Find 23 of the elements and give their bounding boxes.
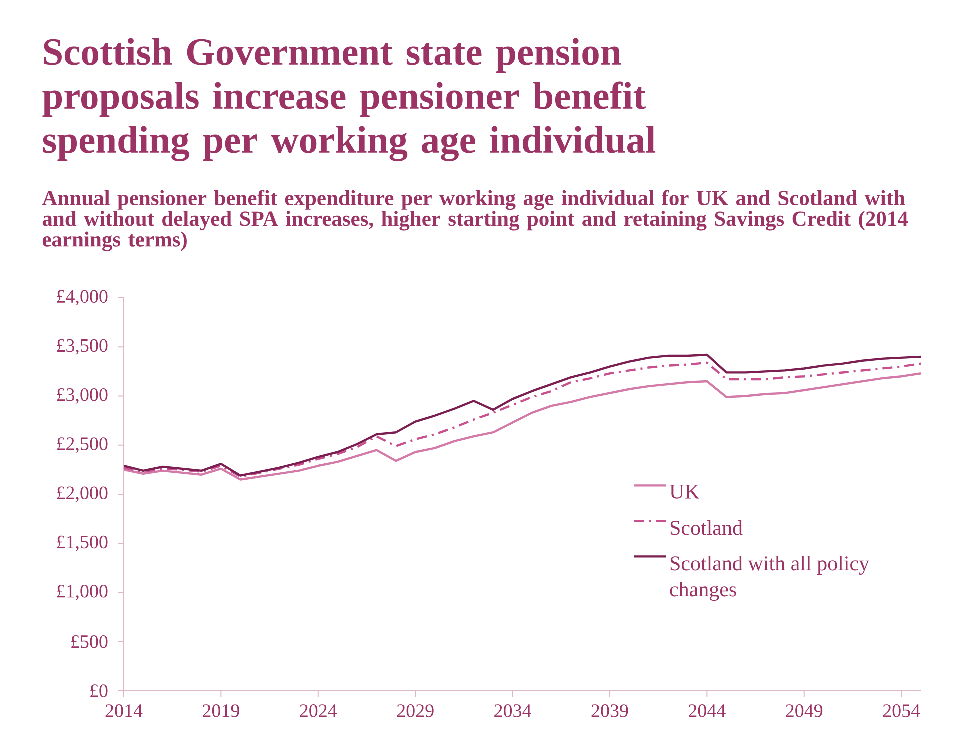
x-tick-label: 2044 (689, 704, 726, 718)
x-tick-label: 2034 (494, 704, 532, 718)
y-tick-label: £0 (90, 684, 108, 698)
x-tick-label: 2054 (883, 704, 920, 718)
y-tick-label: £500 (72, 635, 108, 648)
legend-label: UK (670, 484, 700, 499)
x-tick-label: 2029 (397, 704, 434, 718)
legend-label: Scotland (670, 520, 743, 536)
y-tick-label: £1,000 (57, 584, 108, 601)
x-tick-label: 2024 (300, 704, 338, 718)
y-tick-label: £1,500 (57, 536, 108, 552)
x-tick-label: 2049 (786, 704, 823, 718)
x-tick-label: 2014 (106, 704, 143, 718)
y-tick-label: £2,000 (57, 486, 108, 502)
y-tick-label: £2,500 (57, 438, 108, 454)
y-tick-label: £4,000 (57, 290, 108, 306)
x-tick-label: 2019 (203, 704, 240, 718)
x-tick-label: 2039 (592, 704, 628, 718)
legend-label: Scotland with all policy changes (670, 556, 870, 602)
y-tick-label: £3,500 (57, 339, 108, 355)
chart-title: Scottish Government state pension proposals increase pensioner benefit spending per working age individual (42, 38, 656, 162)
y-tick-label: £3,000 (57, 388, 108, 404)
chart-subtitle: Annual pensioner benefit expenditure per working age individual for UK and Scotland with and without delayed SPA increases, higher starting point and retaining Savings Credit (2014 earnings terms) (42, 190, 908, 252)
